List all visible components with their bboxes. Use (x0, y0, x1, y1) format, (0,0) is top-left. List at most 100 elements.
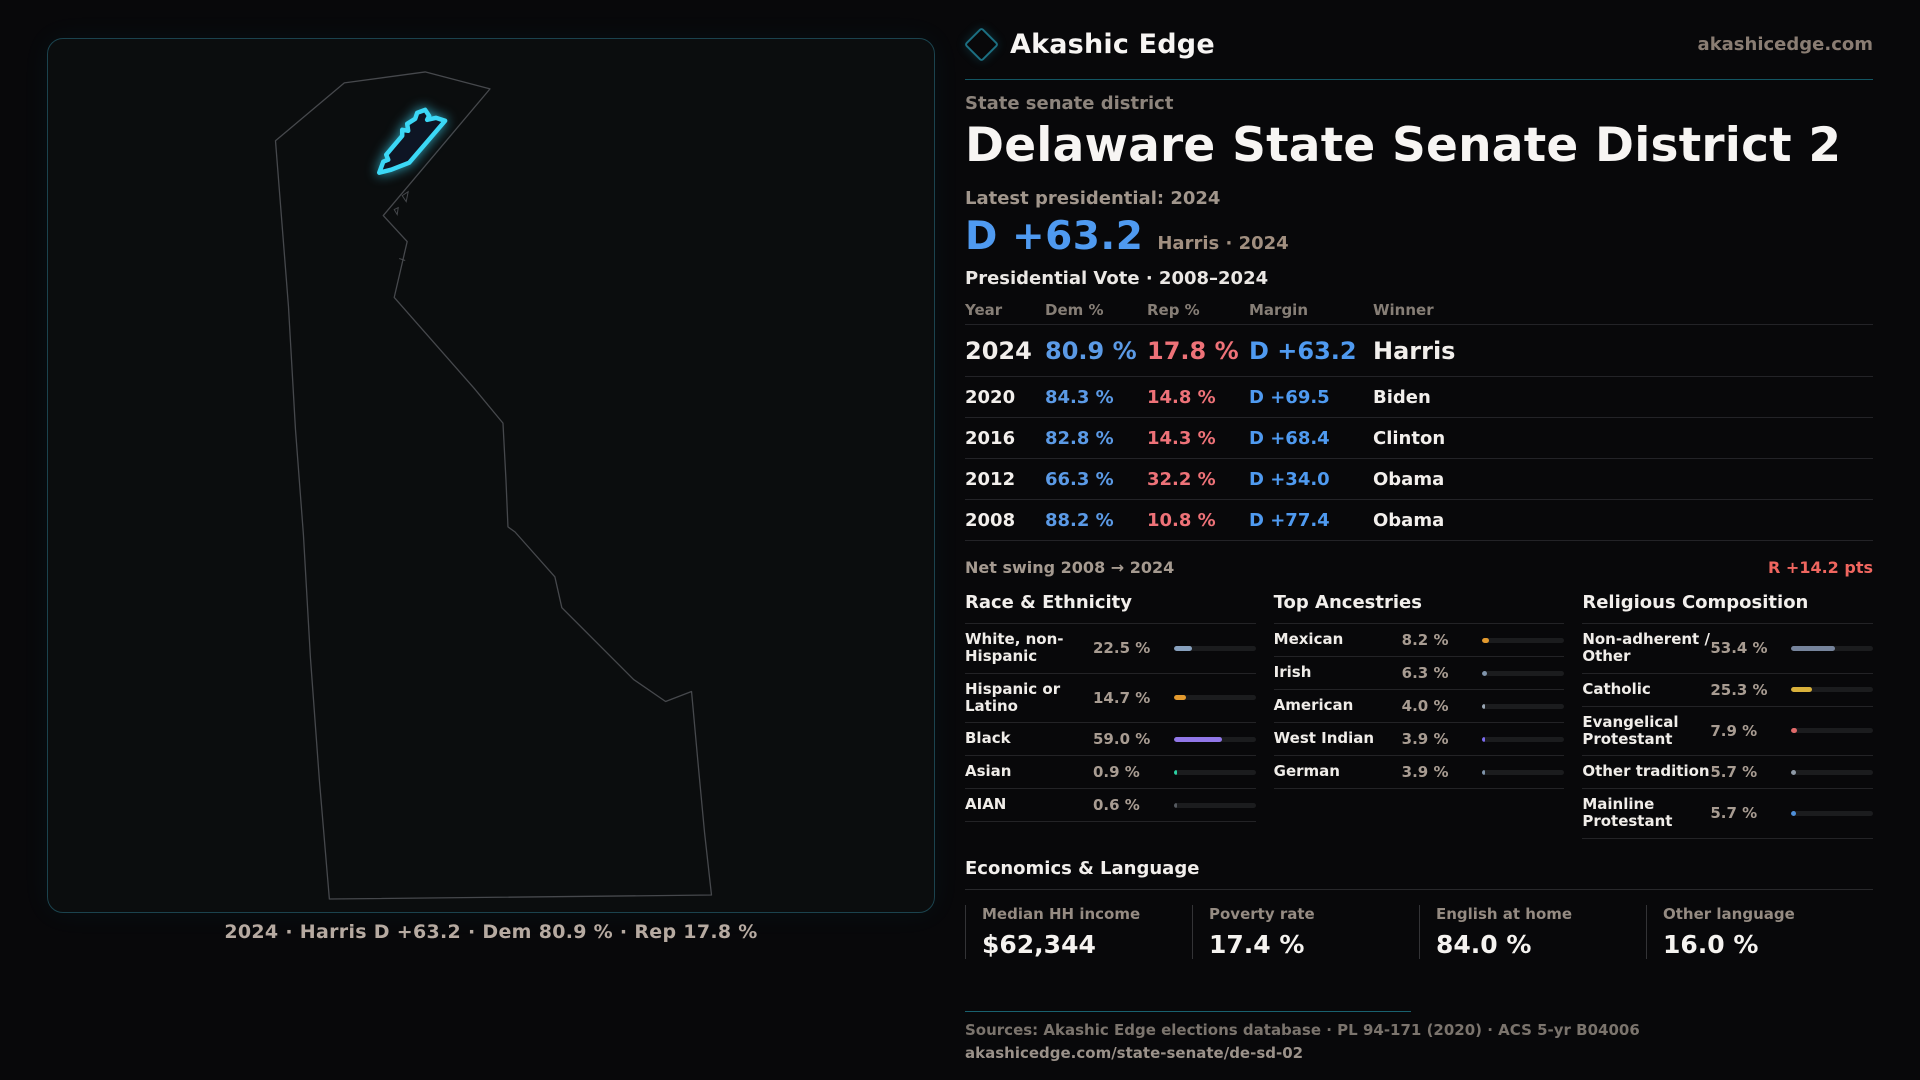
vote-margin: D +68.4 (1249, 427, 1330, 449)
vote-table-body: 2024 80.9 % 17.8 % D +63.2 Harris 2020 8… (965, 325, 1873, 541)
vote-table-row: 2016 82.8 % 14.3 % D +68.4 Clinton (965, 418, 1873, 459)
demographic-panel: Religious Composition Non-adherent / Oth… (1582, 592, 1873, 839)
bar-fill (1790, 728, 1797, 734)
demographic-label: Catholic (1582, 679, 1651, 698)
demographic-value: 22.5 % (1093, 639, 1151, 658)
column-header-winner: Winner (1373, 300, 1434, 319)
vote-winner: Biden (1373, 386, 1431, 408)
economics-stat-tiles: Median HH income $62,344 Poverty rate 17… (965, 904, 1873, 959)
demographic-row: Black 59.0 % (965, 723, 1256, 756)
economics-section-title: Economics & Language (965, 857, 1200, 879)
demographic-value: 25.3 % (1710, 680, 1768, 699)
vote-year: 2016 (965, 427, 1016, 449)
demographic-value: 4.0 % (1401, 697, 1449, 715)
vote-rep-pct: 14.8 % (1147, 386, 1216, 408)
demographic-value: 59.0 % (1093, 730, 1151, 748)
vote-dem-pct: 84.3 % (1045, 386, 1114, 408)
stat-value: 17.4 % (1209, 929, 1305, 959)
bar-track (1482, 703, 1565, 709)
demographic-value: 5.7 % (1710, 804, 1758, 823)
bar-track (1790, 645, 1873, 651)
demographic-value: 0.6 % (1093, 796, 1140, 814)
vote-table-header-row: Year Dem % Rep % Margin Winner (965, 295, 1873, 325)
bar-track (1790, 810, 1873, 816)
bar-fill (1173, 802, 1177, 808)
bar-track (1173, 695, 1256, 701)
headline-margin-note: Harris · 2024 (1157, 233, 1289, 254)
stat-tile: Poverty rate 17.4 % (1192, 904, 1419, 959)
panel-title: Top Ancestries (1273, 592, 1422, 613)
vote-dem-pct: 66.3 % (1045, 468, 1114, 490)
bar-fill (1790, 810, 1796, 816)
panel-title: Religious Composition (1582, 592, 1809, 613)
demographic-value: 14.7 % (1093, 688, 1151, 707)
stat-value: $62,344 (982, 929, 1096, 959)
panel-rows: Non-adherent / Other 53.4 % Catholic 25.… (1582, 623, 1873, 839)
demographic-label: Hispanic or Latino (965, 679, 1061, 715)
net-swing-row: Net swing 2008 → 2024 R +14.2 pts (965, 558, 1873, 577)
vote-table-row: 2024 80.9 % 17.8 % D +63.2 Harris (965, 325, 1873, 377)
vote-margin: D +77.4 (1249, 509, 1330, 531)
stat-value: 16.0 % (1663, 929, 1759, 959)
bar-track (1482, 637, 1565, 643)
highlighted-district-shape[interactable] (377, 107, 448, 175)
panel-title: Race & Ethnicity (965, 592, 1132, 613)
demographic-label: German (1273, 762, 1340, 781)
demographic-label: Asian (965, 762, 1012, 781)
vote-winner: Clinton (1373, 427, 1446, 449)
demographic-row: West Indian 3.9 % (1273, 723, 1565, 756)
demographic-value: 3.9 % (1401, 730, 1449, 748)
demographic-row: Irish 6.3 % (1273, 657, 1565, 690)
demographic-label: Evangelical Protestant (1582, 712, 1679, 748)
headline-margin-value: D +63.2 (965, 214, 1144, 259)
demographic-value: 7.9 % (1710, 721, 1758, 740)
demographic-label: Mexican (1273, 630, 1344, 649)
demographic-label: West Indian (1273, 729, 1375, 748)
vote-margin: D +69.5 (1249, 386, 1330, 408)
demographic-value: 53.4 % (1710, 639, 1768, 658)
bar-track (1790, 728, 1873, 734)
column-header-year: Year (965, 300, 1003, 319)
bar-fill (1482, 736, 1486, 742)
demographic-row: Evangelical Protestant 7.9 % (1582, 707, 1873, 756)
brand-domain-link[interactable]: akashicedge.com (1697, 33, 1873, 55)
state-outline-path (274, 71, 713, 900)
demographic-row: American 4.0 % (1273, 690, 1565, 723)
demographic-row: Asian 0.9 % (965, 756, 1256, 789)
net-swing-value: R +14.2 pts (1768, 558, 1873, 577)
bar-track (1790, 769, 1873, 775)
page-title: Delaware State Senate District 2 (965, 118, 1842, 173)
map-caption: 2024 · Harris D +63.2 · Dem 80.9 % · Rep… (224, 921, 758, 943)
demographic-row: Catholic 25.3 % (1582, 674, 1873, 707)
demographic-panel: Race & Ethnicity White, non-Hispanic 22.… (965, 592, 1256, 839)
economics-divider (965, 888, 1873, 890)
permalink[interactable]: akashicedge.com/state-senate/de-sd-02 (965, 1044, 1304, 1062)
vote-year: 2012 (965, 468, 1016, 490)
bar-fill (1173, 695, 1186, 701)
vote-table-title: Presidential Vote · 2008–2024 (965, 268, 1269, 289)
vote-year: 2024 (965, 336, 1032, 365)
details-column: Akashic Edge akashicedge.com State senat… (963, 26, 1873, 1062)
demographic-row: Other tradition 5.7 % (1582, 756, 1873, 789)
demographic-label: American (1273, 696, 1354, 715)
demographic-value: 0.9 % (1093, 763, 1140, 781)
bar-track (1482, 769, 1565, 775)
vote-rep-pct: 17.8 % (1147, 336, 1239, 365)
bar-fill (1173, 645, 1192, 651)
demographic-label: Black (965, 729, 1011, 748)
header-divider (965, 79, 1873, 80)
vote-year: 2020 (965, 386, 1016, 408)
map-fragment-icon (399, 258, 406, 261)
vote-table-row: 2012 66.3 % 32.2 % D +34.0 Obama (965, 459, 1873, 500)
demographic-row: AIAN 0.6 % (965, 789, 1256, 822)
demographic-row: German 3.9 % (1273, 756, 1565, 789)
stat-tile: Other language 16.0 % (1646, 904, 1873, 959)
vote-dem-pct: 80.9 % (1045, 336, 1137, 365)
stat-value: 84.0 % (1436, 929, 1532, 959)
vote-winner: Obama (1373, 509, 1445, 531)
footer-divider (965, 1010, 1411, 1012)
vote-winner: Harris (1373, 336, 1456, 365)
stat-label: Median HH income (982, 904, 1141, 923)
demographic-value: 6.3 % (1401, 664, 1449, 682)
bar-track (1173, 736, 1256, 742)
